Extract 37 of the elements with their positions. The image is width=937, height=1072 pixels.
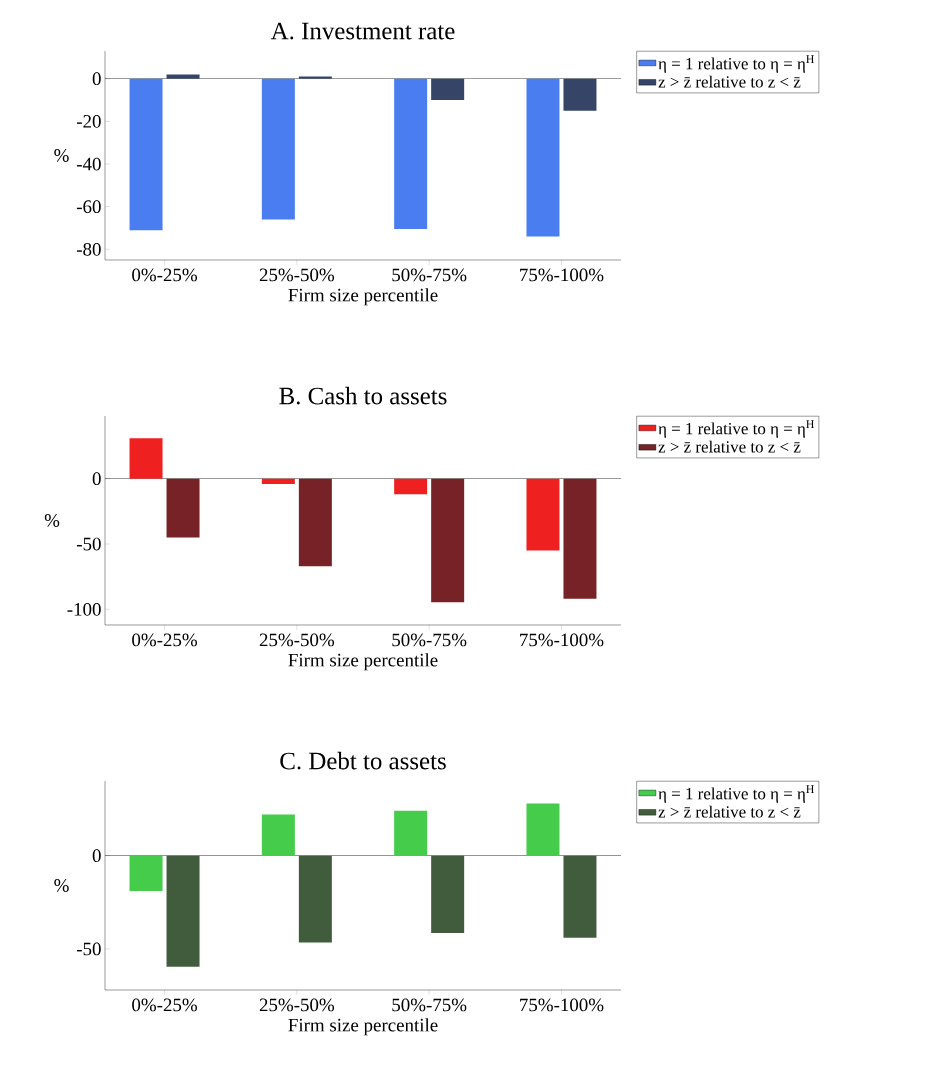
x-tick-label: 25%-50% bbox=[259, 998, 335, 1012]
legend-label: z > z̄ relative to z < z̄ bbox=[658, 440, 801, 453]
y-tick-label: 0 bbox=[92, 849, 101, 863]
x-tick-label: 50%-75% bbox=[392, 633, 467, 647]
y-tick-label: -50 bbox=[76, 537, 101, 551]
legend-label: η = 1 relative to η = η$^{H}$ bbox=[658, 785, 815, 803]
x-tick-label: 50%-75% bbox=[392, 998, 467, 1012]
legend-label: z > z̄ relative to z < z̄ bbox=[658, 75, 801, 88]
y-tick-label: -20 bbox=[76, 115, 101, 128]
y-axis-title: % bbox=[44, 514, 60, 527]
y-tick-label: 0 bbox=[92, 72, 101, 86]
legend-label: z > z̄ relative to z < z̄ bbox=[658, 805, 801, 818]
x-tick-label: 75%-100% bbox=[520, 268, 604, 282]
legend-label: η = 1 relative to η = η$^{H}$ bbox=[658, 420, 815, 438]
chart-title: C. Debt to assets bbox=[280, 751, 446, 770]
x-axis-title: Firm size percentile bbox=[288, 288, 438, 306]
y-tick-label: 0 bbox=[92, 472, 101, 486]
x-tick-label: 75%-100% bbox=[520, 998, 604, 1012]
y-tick-label: -60 bbox=[76, 200, 101, 214]
x-tick-label: 0%-25% bbox=[132, 268, 197, 282]
x-tick-label: 0%-25% bbox=[132, 998, 197, 1012]
x-tick-label: 50%-75% bbox=[392, 268, 467, 282]
x-tick-label: 75%-100% bbox=[520, 633, 604, 647]
x-axis-title: Firm size percentile bbox=[288, 653, 438, 671]
y-tick-label: -50 bbox=[76, 942, 101, 956]
x-tick-label: 25%-50% bbox=[259, 268, 335, 282]
y-tick-label: -80 bbox=[76, 242, 101, 256]
chart-title: A. Investment rate bbox=[270, 22, 455, 40]
legend-label: η = 1 relative to η = η$^{H}$ bbox=[658, 55, 815, 73]
y-axis-title: % bbox=[54, 149, 69, 162]
x-tick-label: 25%-50% bbox=[259, 633, 335, 647]
y-tick-label: -100 bbox=[67, 602, 101, 616]
chart-title: B. Cash to assets bbox=[279, 386, 447, 405]
y-axis-title: % bbox=[54, 879, 69, 892]
x-tick-label: 0%-25% bbox=[132, 633, 197, 647]
y-tick-label: -40 bbox=[76, 157, 101, 171]
x-axis-title: Firm size percentile bbox=[288, 1018, 438, 1036]
